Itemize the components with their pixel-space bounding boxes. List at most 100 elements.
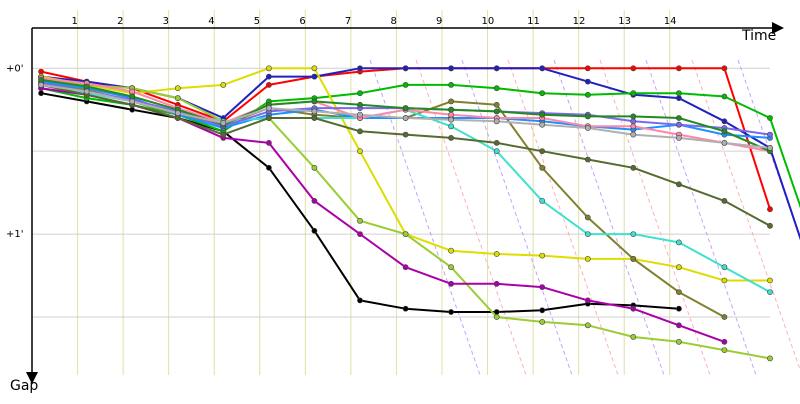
series-point-14-4 bbox=[221, 120, 226, 125]
series-point-1-15 bbox=[722, 119, 727, 124]
series-point-14-3 bbox=[175, 111, 180, 116]
series-point-10-15 bbox=[722, 339, 727, 344]
series-point-11-11 bbox=[540, 149, 545, 154]
series-point-6-14 bbox=[676, 290, 681, 295]
series-point-1-12 bbox=[585, 79, 590, 84]
series-point-8-12 bbox=[585, 232, 590, 237]
series-point-2-14 bbox=[676, 306, 681, 311]
series-point-1-5 bbox=[266, 74, 271, 79]
series-point-14-5 bbox=[266, 106, 271, 111]
series-point-13-13 bbox=[631, 114, 636, 119]
x-tick-label-12: 12 bbox=[573, 16, 586, 27]
series-point-14-15 bbox=[722, 140, 727, 145]
series-point-3-11 bbox=[540, 91, 545, 96]
series-point-11-4 bbox=[221, 132, 226, 137]
x-tick-label-8: 8 bbox=[390, 16, 396, 27]
series-point-13-6 bbox=[312, 99, 317, 104]
series-point-1-7 bbox=[357, 66, 362, 71]
guide-line-3 bbox=[508, 60, 618, 375]
series-point-10-11 bbox=[540, 285, 545, 290]
series-point-5-8 bbox=[403, 232, 408, 237]
x-tick-label-2: 2 bbox=[117, 16, 123, 27]
series-point-4-5 bbox=[266, 66, 271, 71]
series-point-3-13 bbox=[631, 91, 636, 96]
series-point-5-13 bbox=[631, 334, 636, 339]
series-point-11-8 bbox=[403, 132, 408, 137]
series-point-14-1 bbox=[84, 89, 89, 94]
y-axis-label: Gap bbox=[10, 378, 38, 394]
series-point-13-2 bbox=[130, 94, 135, 99]
series-point-13-15 bbox=[722, 129, 727, 134]
series-point-4-10 bbox=[494, 251, 499, 256]
x-tick-label-10: 10 bbox=[482, 16, 495, 27]
series-point-4-3 bbox=[175, 86, 180, 91]
series-point-10-7 bbox=[357, 232, 362, 237]
series-point-0-16 bbox=[767, 207, 772, 212]
series-point-14-7 bbox=[357, 112, 362, 117]
series-point-11-5 bbox=[266, 115, 271, 120]
guide-line-5 bbox=[600, 60, 710, 375]
series-point-11-7 bbox=[357, 129, 362, 134]
series-point-2-0 bbox=[39, 91, 44, 96]
series-line-4 bbox=[41, 68, 770, 280]
series-point-5-15 bbox=[722, 348, 727, 353]
series-point-5-16 bbox=[767, 356, 772, 361]
series-point-3-7 bbox=[357, 91, 362, 96]
series-point-8-13 bbox=[631, 232, 636, 237]
series-point-0-12 bbox=[585, 66, 590, 71]
series-point-5-7 bbox=[357, 218, 362, 223]
series-point-14-9 bbox=[449, 117, 454, 122]
series-point-0-14 bbox=[676, 66, 681, 71]
series-point-10-10 bbox=[494, 281, 499, 286]
series-point-12-16 bbox=[767, 132, 772, 137]
series-point-5-3 bbox=[175, 96, 180, 101]
series-point-2-8 bbox=[403, 306, 408, 311]
series-point-10-9 bbox=[449, 281, 454, 286]
x-axis-label: Time bbox=[741, 28, 776, 44]
series-point-2-2 bbox=[130, 107, 135, 112]
series-point-4-4 bbox=[221, 82, 226, 87]
series-point-14-11 bbox=[540, 122, 545, 127]
series-point-11-13 bbox=[631, 165, 636, 170]
series-point-13-8 bbox=[403, 106, 408, 111]
y-tick-label-1: +1' bbox=[6, 229, 24, 240]
series-point-4-15 bbox=[722, 278, 727, 283]
series-point-11-3 bbox=[175, 115, 180, 120]
series-point-1-8 bbox=[403, 66, 408, 71]
series-point-4-12 bbox=[585, 256, 590, 261]
series-point-0-15 bbox=[722, 66, 727, 71]
series-point-4-11 bbox=[540, 253, 545, 258]
grid-layer bbox=[32, 10, 800, 375]
x-tick-label-6: 6 bbox=[299, 16, 305, 27]
series-point-6-11 bbox=[540, 165, 545, 170]
series-point-14-0 bbox=[39, 82, 44, 87]
series-point-10-8 bbox=[403, 265, 408, 270]
series-point-0-13 bbox=[631, 66, 636, 71]
series-point-12-14 bbox=[676, 122, 681, 127]
series-point-5-10 bbox=[494, 314, 499, 319]
series-point-11-16 bbox=[767, 223, 772, 228]
guide-line-6 bbox=[646, 60, 756, 375]
series-point-6-13 bbox=[631, 256, 636, 261]
x-tick-label-1: 1 bbox=[72, 16, 78, 27]
series-point-9-2 bbox=[130, 89, 135, 94]
series-point-5-12 bbox=[585, 323, 590, 328]
series-point-14-16 bbox=[767, 145, 772, 150]
series-point-1-11 bbox=[540, 66, 545, 71]
series-point-0-0 bbox=[39, 69, 44, 74]
series-point-8-10 bbox=[494, 149, 499, 154]
series-point-4-7 bbox=[357, 149, 362, 154]
series-point-13-12 bbox=[585, 114, 590, 119]
series-point-5-6 bbox=[312, 165, 317, 170]
series-point-2-11 bbox=[540, 308, 545, 313]
series-line-3 bbox=[41, 85, 800, 251]
series-point-4-16 bbox=[767, 278, 772, 283]
series-point-13-1 bbox=[84, 84, 89, 89]
series-point-14-6 bbox=[312, 109, 317, 114]
series-point-3-12 bbox=[585, 92, 590, 97]
x-tick-label-13: 13 bbox=[618, 16, 631, 27]
series-point-14-12 bbox=[585, 125, 590, 130]
series-point-11-15 bbox=[722, 198, 727, 203]
series-point-4-6 bbox=[312, 66, 317, 71]
